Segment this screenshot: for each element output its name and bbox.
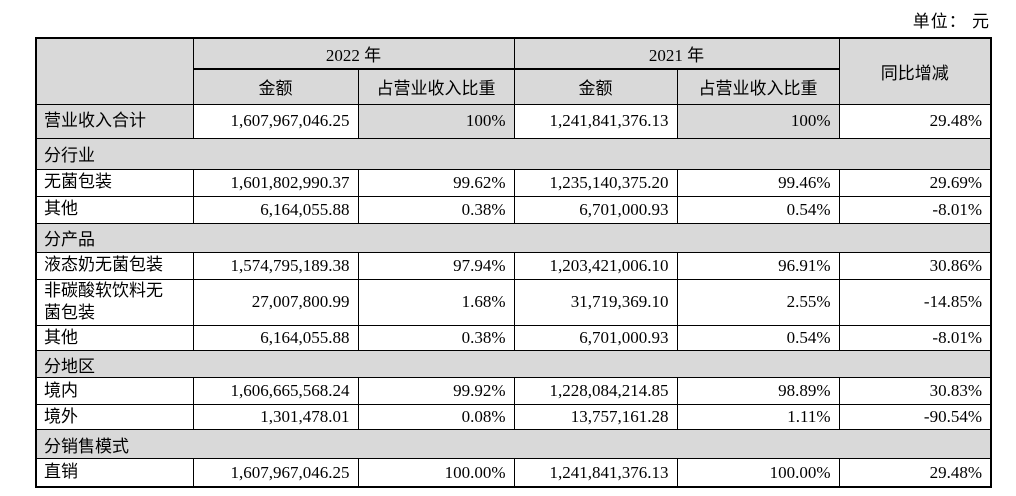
header-year-2021: 2021 年 [513, 37, 840, 70]
ratio-2022-cell: 99.62% [357, 168, 515, 197]
amount-2021-cell: 6,701,000.93 [513, 195, 678, 224]
row-label: 液态奶无菌包装 [35, 251, 194, 280]
amount-2021-cell: 1,228,084,214.85 [513, 377, 678, 406]
amount-2022-cell: 1,301,478.01 [192, 404, 359, 431]
ratio-2022-cell: 0.38% [357, 195, 515, 224]
amount-2022-cell: 6,164,055.88 [192, 195, 359, 224]
ratio-2022-cell: 0.38% [357, 325, 515, 352]
ratio-2021-cell: 98.89% [676, 377, 840, 406]
table-row-total-revenue: 营业收入合计 1,607,967,046.25 100% 1,241,841,3… [35, 103, 992, 139]
row-label: 境外 [35, 404, 194, 431]
yoy-cell: -8.01% [838, 325, 992, 352]
amount-2022-cell: 1,574,795,189.38 [192, 251, 359, 280]
amount-2021-cell: 13,757,161.28 [513, 404, 678, 431]
amount-2022-cell: 27,007,800.99 [192, 278, 359, 327]
amount-2021-cell: 1,235,140,375.20 [513, 168, 678, 197]
row-label: 其他 [35, 325, 194, 352]
row-label: 境内 [35, 377, 194, 406]
ratio-2021-cell: 1.11% [676, 404, 840, 431]
row-label: 营业收入合计 [35, 103, 194, 139]
table-row-aseptic-packaging: 无菌包装 1,601,802,990.37 99.62% 1,235,140,3… [35, 168, 992, 197]
ratio-2022-cell: 100.00% [357, 458, 515, 488]
table-row-non-carbonated-drink-packaging: 非碳酸软饮料无 菌包装 27,007,800.99 1.68% 31,719,3… [35, 278, 992, 327]
table-row-overseas: 境外 1,301,478.01 0.08% 13,757,161.28 1.11… [35, 404, 992, 431]
table-row-domestic: 境内 1,606,665,568.24 99.92% 1,228,084,214… [35, 377, 992, 406]
header-ratio-2021: 占营业收入比重 [676, 68, 840, 105]
header-yoy-change: 同比增减 [838, 37, 992, 105]
row-label: 直销 [35, 458, 194, 488]
section-label: 分销售模式 [35, 429, 992, 460]
yoy-cell: 29.48% [838, 103, 992, 139]
yoy-cell: -14.85% [838, 278, 992, 327]
amount-2022-cell: 1,606,665,568.24 [192, 377, 359, 406]
header-ratio-2022: 占营业收入比重 [357, 68, 515, 105]
amount-2022-cell: 1,607,967,046.25 [192, 458, 359, 488]
amount-2021-cell: 1,241,841,376.13 [513, 458, 678, 488]
header-amount-2022: 金额 [192, 68, 359, 105]
yoy-cell: 29.69% [838, 168, 992, 197]
ratio-2021-cell: 99.46% [676, 168, 840, 197]
table-row-other-industry: 其他 6,164,055.88 0.38% 6,701,000.93 0.54%… [35, 195, 992, 224]
section-label: 分产品 [35, 222, 992, 253]
header-category-blank-cell [35, 37, 194, 105]
yoy-cell: -8.01% [838, 195, 992, 224]
header-year-2022: 2022 年 [192, 37, 515, 70]
yoy-cell: 30.83% [838, 377, 992, 406]
amount-2021-cell: 31,719,369.10 [513, 278, 678, 327]
yoy-cell: -90.54% [838, 404, 992, 431]
row-label: 非碳酸软饮料无 菌包装 [35, 278, 194, 327]
ratio-2022-cell: 100% [357, 103, 515, 139]
ratio-2022-cell: 97.94% [357, 251, 515, 280]
ratio-2022-cell: 0.08% [357, 404, 515, 431]
amount-2021-cell: 6,701,000.93 [513, 325, 678, 352]
table-row-liquid-milk-packaging: 液态奶无菌包装 1,574,795,189.38 97.94% 1,203,42… [35, 251, 992, 280]
header-row-subcolumns: 金额 占营业收入比重 金额 占营业收入比重 [36, 68, 991, 105]
ratio-2022-cell: 1.68% [357, 278, 515, 327]
amount-2022-cell: 6,164,055.88 [192, 325, 359, 352]
yoy-cell: 29.48% [838, 458, 992, 488]
ratio-2021-cell: 0.54% [676, 195, 840, 224]
section-label: 分地区 [35, 350, 992, 379]
ratio-2021-cell: 100.00% [676, 458, 840, 488]
ratio-2022-cell: 99.92% [357, 377, 515, 406]
ratio-2021-cell: 96.91% [676, 251, 840, 280]
row-label: 无菌包装 [35, 168, 194, 197]
section-row-by-product: 分产品 [35, 222, 992, 253]
section-row-by-industry: 分行业 [35, 137, 992, 170]
amount-2021-cell: 1,241,841,376.13 [513, 103, 678, 139]
yoy-cell: 30.86% [838, 251, 992, 280]
section-label: 分行业 [35, 137, 992, 170]
amount-2022-cell: 1,607,967,046.25 [192, 103, 359, 139]
unit-label: 单位： 元 [912, 12, 990, 31]
header-amount-2021: 金额 [513, 68, 678, 105]
ratio-2021-cell: 100% [676, 103, 840, 139]
header-row-years: 2022 年 2021 年 同比增减 [35, 37, 992, 105]
table-row-other-product: 其他 6,164,055.88 0.38% 6,701,000.93 0.54%… [35, 325, 992, 352]
ratio-2021-cell: 2.55% [676, 278, 840, 327]
ratio-2021-cell: 0.54% [676, 325, 840, 352]
amount-2021-cell: 1,203,421,006.10 [513, 251, 678, 280]
section-row-by-sales-model: 分销售模式 [35, 429, 992, 460]
table-row-direct-sales: 直销 1,607,967,046.25 100.00% 1,241,841,37… [35, 458, 992, 488]
revenue-breakdown-table: 2022 年 2021 年 同比增减 金额 占营业收入比重 金额 占营业收入比重… [35, 37, 992, 488]
amount-2022-cell: 1,601,802,990.37 [192, 168, 359, 197]
section-row-by-region: 分地区 [35, 350, 992, 379]
row-label: 其他 [35, 195, 194, 224]
